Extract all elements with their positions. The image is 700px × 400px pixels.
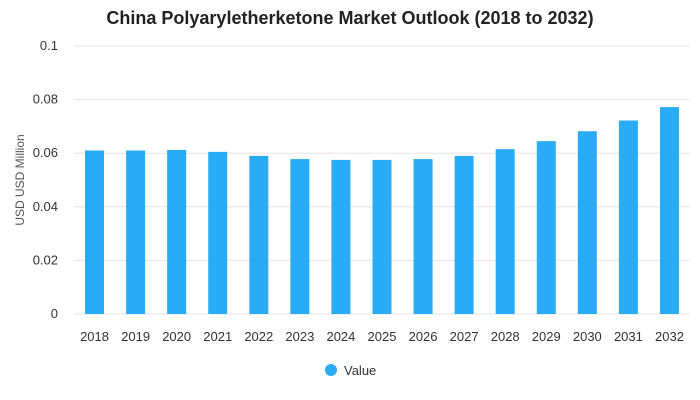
y-tick-label: 0.04 [33, 199, 58, 214]
bar-2027[interactable] [454, 155, 474, 314]
y-tick-label: 0 [51, 306, 58, 321]
bar-2026[interactable] [413, 159, 433, 314]
x-tick-label: 2025 [368, 329, 397, 344]
bar-2022[interactable] [249, 155, 269, 314]
y-axis-title: USD USD Million [13, 134, 27, 225]
x-tick-label: 2032 [655, 329, 684, 344]
bar-2023[interactable] [290, 159, 310, 314]
bar-2018[interactable] [85, 150, 105, 314]
x-tick-label: 2028 [491, 329, 520, 344]
bar-2024[interactable] [331, 159, 351, 314]
x-tick-label: 2030 [573, 329, 602, 344]
x-tick-label: 2022 [244, 329, 273, 344]
bar-2020[interactable] [167, 149, 187, 314]
legend-label-value: Value [344, 363, 376, 378]
x-tick-label: 2019 [121, 329, 150, 344]
y-axis-ticks: 0 0.02 0.04 0.06 0.08 0.1 [33, 38, 58, 321]
x-tick-label: 2024 [326, 329, 355, 344]
legend-swatch [325, 364, 337, 376]
x-tick-label: 2021 [203, 329, 232, 344]
y-tick-label: 0.08 [33, 92, 58, 107]
chart-title: China Polyaryletherketone Market Outlook… [106, 8, 594, 28]
x-tick-label: 2029 [532, 329, 561, 344]
bar-2028[interactable] [495, 149, 515, 314]
x-tick-label: 2018 [80, 329, 109, 344]
bar-2032[interactable] [659, 107, 679, 314]
y-tick-label: 0.1 [40, 38, 58, 53]
x-tick-label: 2020 [162, 329, 191, 344]
x-tick-label: 2023 [285, 329, 314, 344]
bar-2029[interactable] [536, 141, 556, 314]
bar-2025[interactable] [372, 159, 392, 314]
x-tick-label: 2027 [450, 329, 479, 344]
y-tick-label: 0.06 [33, 145, 58, 160]
x-tick-label: 2031 [614, 329, 643, 344]
bar-2031[interactable] [618, 120, 638, 314]
bar-2030[interactable] [577, 131, 597, 314]
legend[interactable]: Value [325, 363, 376, 378]
x-tick-label: 2026 [409, 329, 438, 344]
y-tick-label: 0.02 [33, 252, 58, 267]
x-axis-ticks: 2018 2019 2020 2021 2022 2023 2024 2025 2026 2027… [80, 329, 684, 344]
bar-2021[interactable] [208, 151, 228, 314]
bar-2019[interactable] [126, 150, 146, 314]
bar-series [85, 107, 679, 314]
